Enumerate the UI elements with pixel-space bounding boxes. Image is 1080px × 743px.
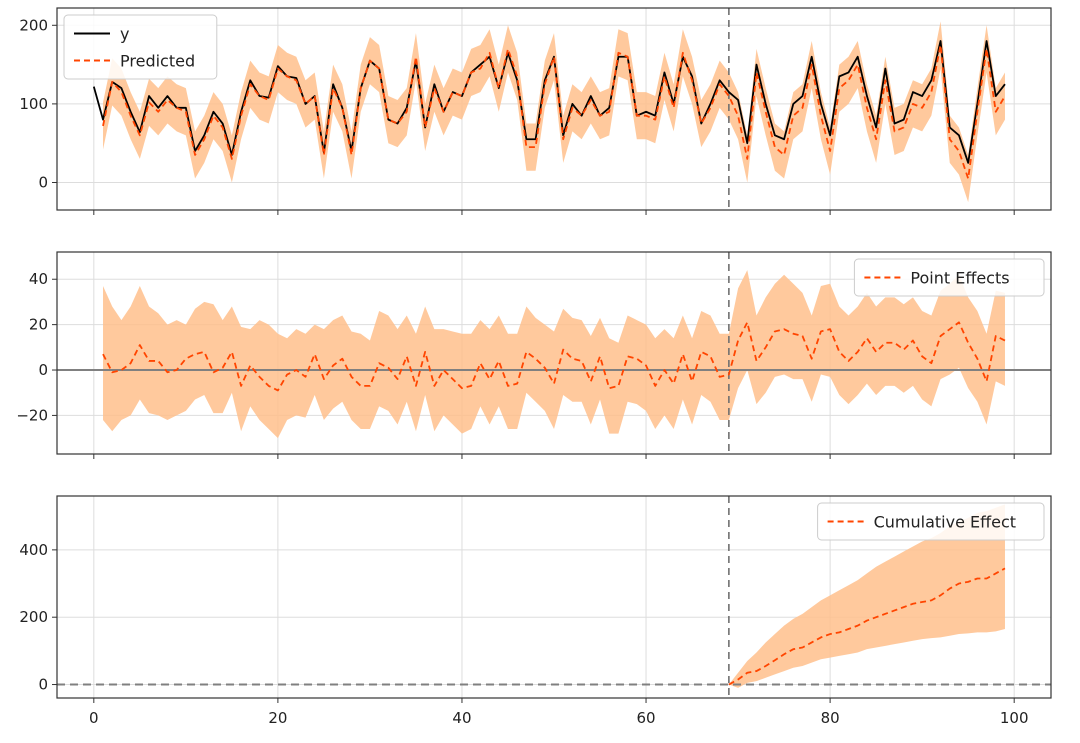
legend-box <box>63 14 218 80</box>
y-tick-label: 40 <box>29 270 48 288</box>
x-tick-label: 0 <box>89 709 99 727</box>
x-tick-label: 40 <box>452 709 471 727</box>
legend-label: Predicted <box>120 52 195 71</box>
series-line-predicted <box>102 44 1006 180</box>
confidence-band <box>103 270 1005 439</box>
y-tick-label: 200 <box>19 608 48 626</box>
y-tick-label: 0 <box>38 676 48 694</box>
y-tick-label: 0 <box>38 173 48 191</box>
series-line-point-effects <box>102 321 1006 392</box>
x-tick-label: 100 <box>1000 709 1029 727</box>
axes-frame <box>56 251 1052 455</box>
legend-box <box>817 502 1045 541</box>
series-line-y <box>92 40 1006 164</box>
x-tick-label: 60 <box>636 709 655 727</box>
confidence-band <box>103 21 1005 203</box>
x-tick-label: 80 <box>821 709 840 727</box>
series-line-cumulative-effect <box>728 567 1006 686</box>
cumulative-effect-panel: 0 200 400 0 20 40 60 80 100 Cumulative Effect <box>19 495 1052 727</box>
legend-label: y <box>120 25 129 44</box>
y-tick-label: 20 <box>29 316 48 334</box>
y-tick-label: 100 <box>19 95 48 113</box>
axes-frame <box>56 7 1052 211</box>
y-tick-label: 200 <box>19 16 48 34</box>
point-effects-panel: −20 0 20 40 Point Effects <box>16 251 1052 459</box>
y-tick-label: 400 <box>19 541 48 559</box>
legend-label: Cumulative Effect <box>874 513 1016 532</box>
observed-vs-predicted-panel: 0 100 200 y Predicted <box>19 7 1052 215</box>
y-tick-label: −20 <box>16 406 48 424</box>
legend-box <box>853 258 1045 297</box>
y-tick-label: 0 <box>38 361 48 379</box>
axes-frame <box>56 495 1052 699</box>
x-tick-label: 20 <box>268 709 287 727</box>
confidence-band <box>728 504 1005 688</box>
legend-label: Point Effects <box>910 269 1009 288</box>
